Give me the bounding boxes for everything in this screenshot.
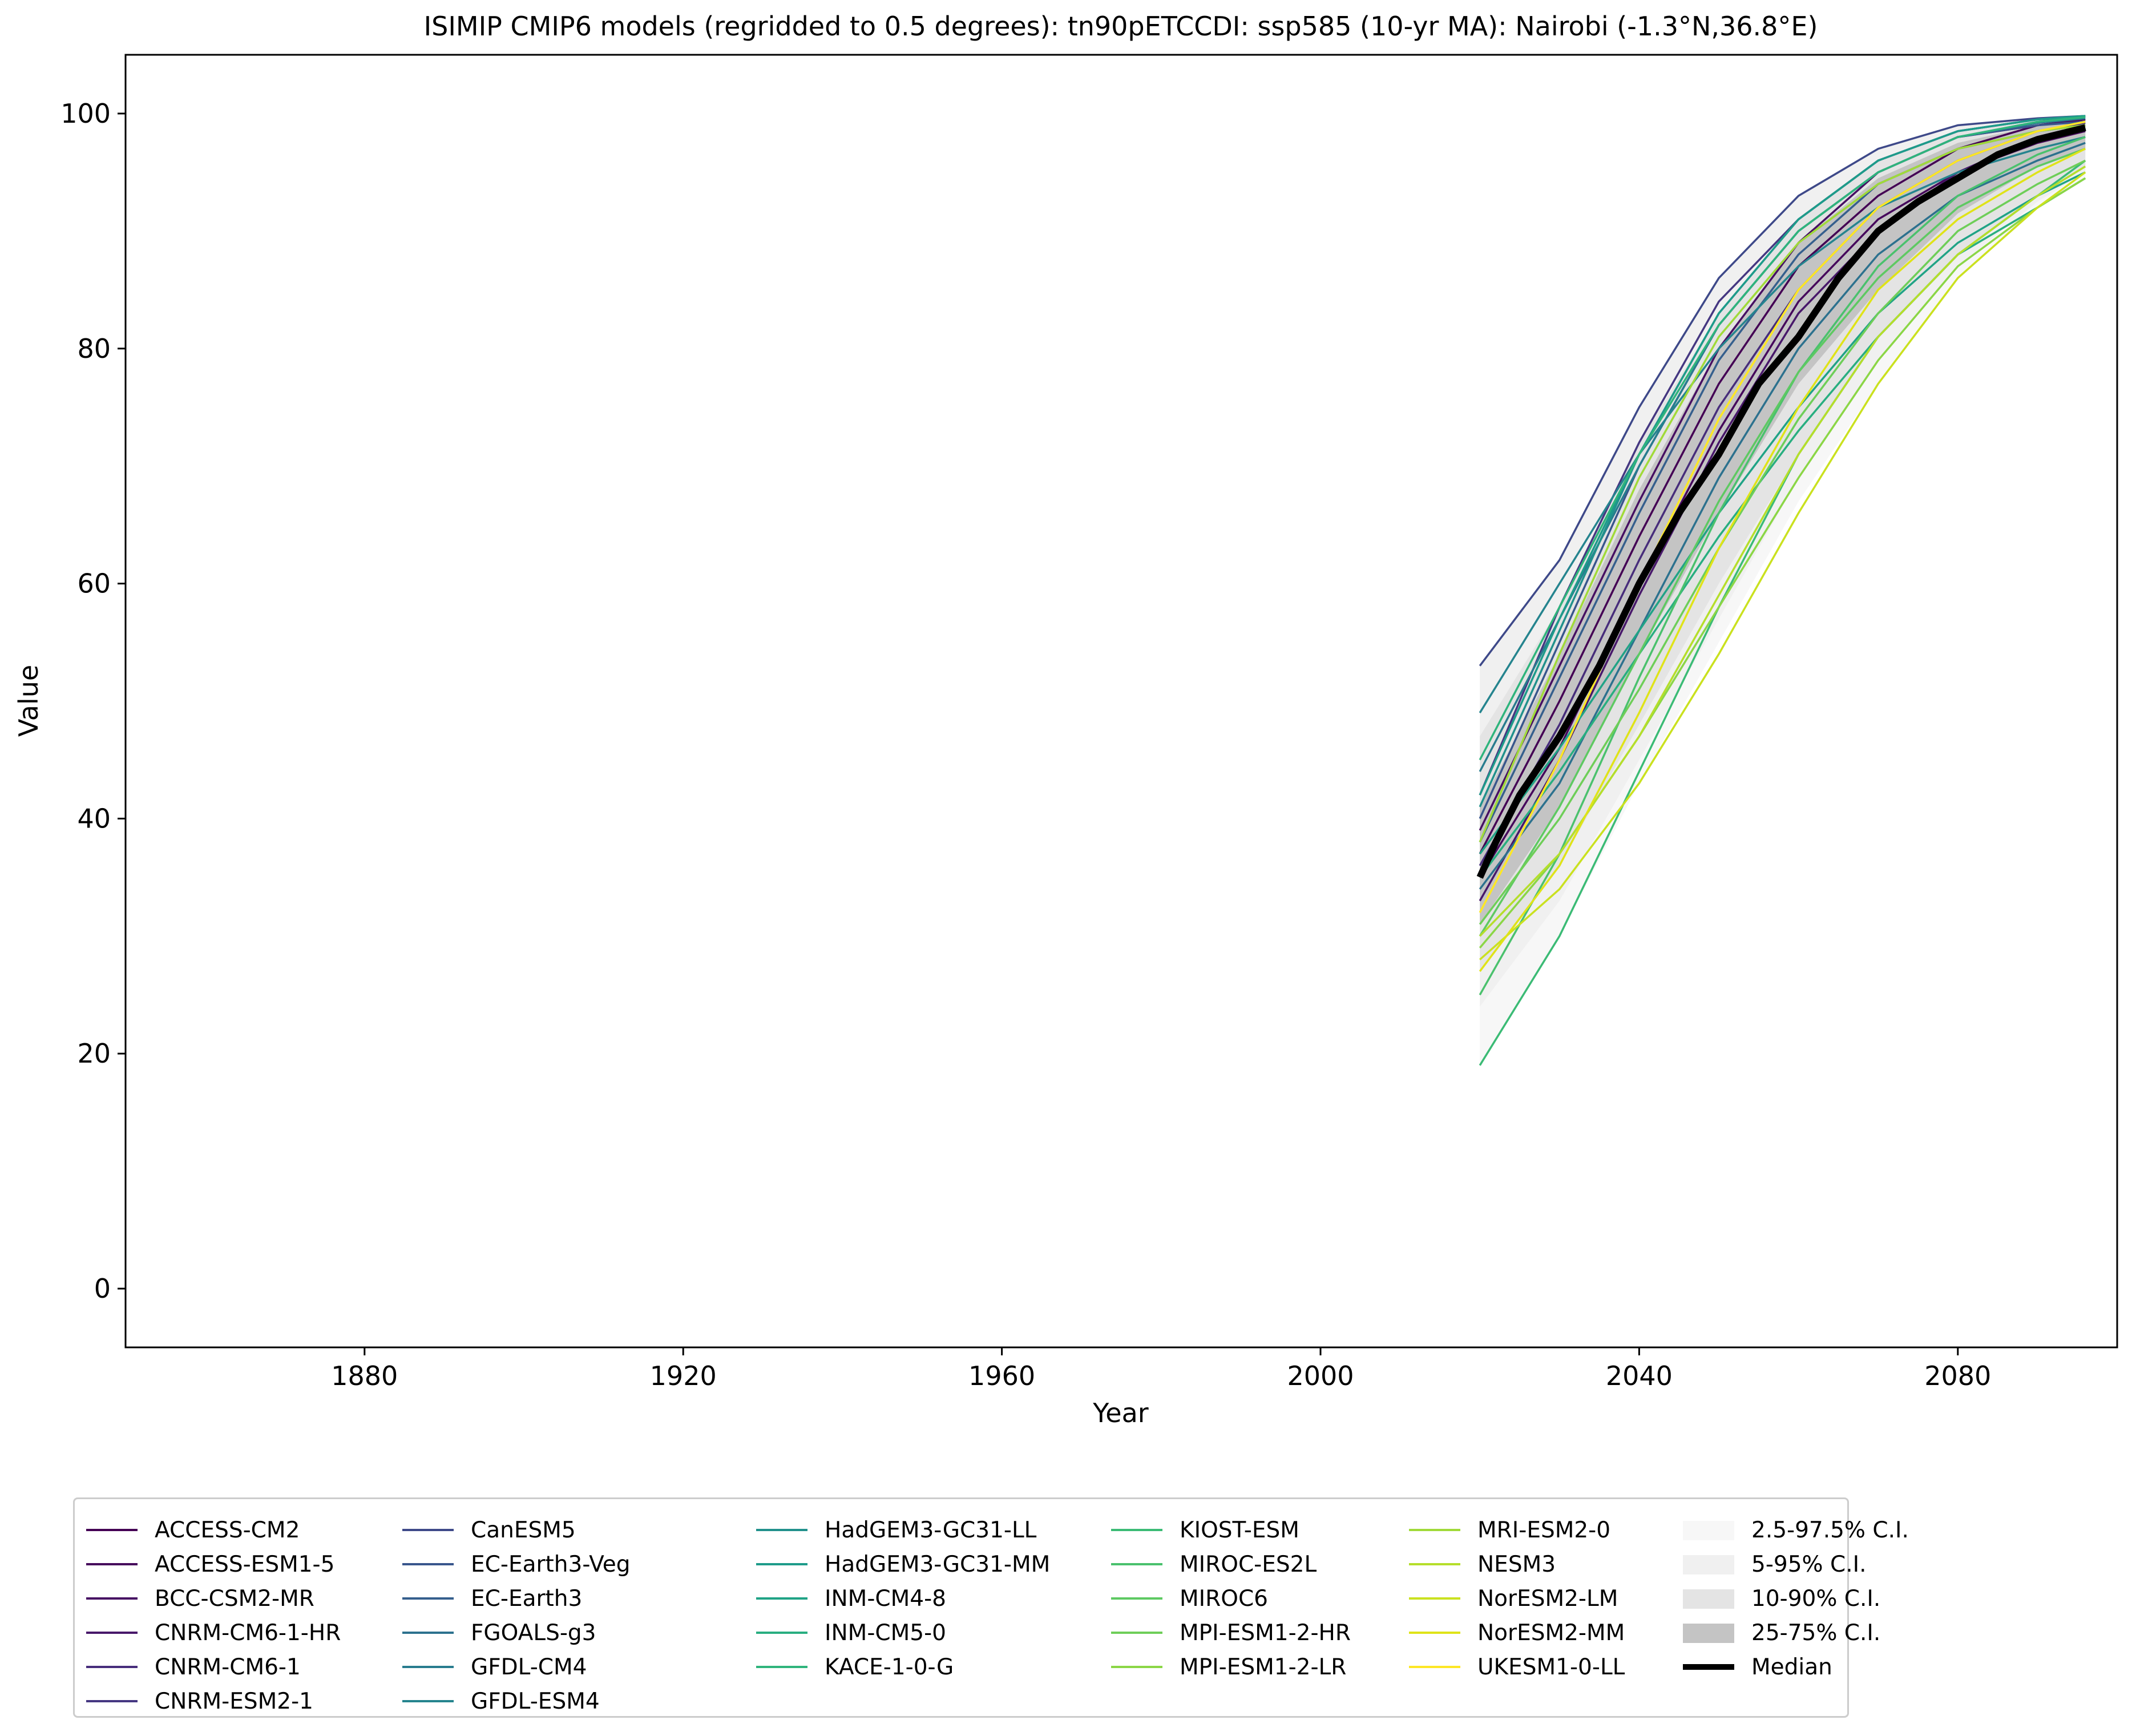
legend-label: UKESM1-0-LL	[1477, 1654, 1625, 1680]
legend-label: GFDL-ESM4	[471, 1689, 600, 1714]
legend-swatch	[1683, 1555, 1734, 1574]
series-line-26	[1479, 120, 2086, 913]
legend-swatch	[1111, 1529, 1162, 1531]
legend-label: MIROC-ES2L	[1180, 1552, 1317, 1577]
legend-label: MIROC6	[1180, 1586, 1268, 1612]
legend-swatch	[1683, 1589, 1734, 1609]
legend-swatch	[1409, 1563, 1460, 1565]
series-line-15	[1479, 177, 2086, 878]
legend-swatch	[1409, 1666, 1460, 1668]
y-tick-label-0: 0	[94, 1273, 111, 1304]
legend-swatch	[86, 1700, 138, 1702]
legend-label: HadGEM3-GC31-MM	[825, 1552, 1051, 1577]
legend-label: NESM3	[1477, 1552, 1556, 1577]
legend-label: MPI-ESM1-2-HR	[1180, 1620, 1351, 1646]
legend-swatch	[86, 1563, 138, 1565]
median-series	[1476, 124, 2086, 879]
x-tick-label-1: 1920	[650, 1360, 717, 1391]
legend: ACCESS-CM2 ACCESS-ESM1-5 BCC-CSM2-MR CNRM-C…	[73, 1497, 1909, 1718]
series-line-19	[1479, 148, 2086, 937]
chart-title: ISIMIP CMIP6 models (regridded to 0.5 de…	[424, 11, 1818, 42]
legend-swatch	[402, 1666, 454, 1668]
legend-label: GFDL-CM4	[471, 1654, 587, 1680]
series-line-16	[1479, 116, 2086, 761]
legend-label: HadGEM3-GC31-LL	[825, 1517, 1037, 1543]
legend-label: 10-90% C.I.	[1751, 1586, 1881, 1612]
x-axis-label: Year	[1092, 1398, 1148, 1428]
y-axis-ticks: 0 20 40 60 80 100	[60, 98, 126, 1304]
y-tick-label-1: 20	[77, 1038, 111, 1069]
legend-label: MPI-ESM1-2-LR	[1180, 1654, 1347, 1680]
x-tick-label-4: 2040	[1606, 1360, 1673, 1391]
legend-label: KACE-1-0-G	[825, 1654, 954, 1680]
legend-label: MRI-ESM2-0	[1477, 1517, 1611, 1543]
legend-label: INM-CM4-8	[825, 1586, 946, 1612]
series-line-24	[1479, 171, 2086, 960]
x-tick-label-5: 2080	[1924, 1360, 1991, 1391]
legend-label: 25-75% C.I.	[1751, 1620, 1881, 1646]
legend-label: ACCESS-CM2	[155, 1517, 300, 1543]
legend-swatch	[1683, 1624, 1734, 1643]
y-tick-label-5: 100	[60, 98, 111, 129]
y-axis-label: Value	[13, 665, 44, 737]
series-line-11	[1479, 136, 2086, 714]
y-tick-label-2: 40	[77, 803, 111, 834]
median-line	[1476, 124, 2086, 879]
legend-swatch	[402, 1597, 454, 1600]
legend-label: CNRM-ESM2-1	[155, 1689, 313, 1714]
legend-label: NorESM2-LM	[1477, 1586, 1618, 1612]
x-tick-label-0: 1880	[331, 1360, 398, 1391]
legend-label: CanESM5	[471, 1517, 576, 1543]
legend-label: CNRM-CM6-1-HR	[155, 1620, 341, 1646]
series-line-13	[1479, 115, 2086, 796]
legend-label: CNRM-CM6-1	[155, 1654, 301, 1680]
legend-swatch	[1111, 1597, 1162, 1600]
x-tick-label-3: 2000	[1287, 1360, 1354, 1391]
series-line-20	[1479, 159, 2086, 925]
x-axis-ticks: 1880 1920 1960 2000 2040 2080	[331, 1347, 1991, 1391]
legend-label: INM-CM5-0	[825, 1620, 946, 1646]
legend-swatch	[1409, 1597, 1460, 1600]
legend-swatch	[1409, 1529, 1460, 1531]
legend-swatch	[402, 1700, 454, 1702]
legend-label: Median	[1751, 1654, 1832, 1680]
legend-label: NorESM2-MM	[1477, 1620, 1625, 1646]
legend-label: BCC-CSM2-MR	[155, 1586, 314, 1612]
legend-swatch	[1409, 1632, 1460, 1634]
legend-label: EC-Earth3	[471, 1586, 583, 1612]
legend-swatch	[86, 1597, 138, 1600]
y-tick-label-3: 60	[77, 568, 111, 599]
legend-swatch	[756, 1632, 807, 1634]
legend-swatch	[402, 1529, 454, 1531]
legend-label: ACCESS-ESM1-5	[155, 1552, 335, 1577]
legend-swatch	[1111, 1666, 1162, 1668]
legend-label: KIOST-ESM	[1180, 1517, 1299, 1543]
series-line-22	[1479, 124, 2086, 843]
x-tick-label-2: 1960	[968, 1360, 1035, 1391]
legend-swatch	[1111, 1563, 1162, 1565]
legend-swatch	[1683, 1521, 1734, 1540]
legend-swatch	[756, 1597, 807, 1600]
legend-swatch	[756, 1666, 807, 1668]
legend-label: 5-95% C.I.	[1751, 1552, 1867, 1577]
confidence-bands	[1480, 116, 2086, 1065]
y-tick-label-4: 80	[77, 333, 111, 364]
legend-swatch	[402, 1563, 454, 1565]
series-line-6	[1479, 115, 2086, 667]
legend-label: 2.5-97.5% C.I.	[1751, 1517, 1909, 1543]
legend-swatch	[1683, 1664, 1734, 1670]
legend-swatch	[86, 1632, 138, 1634]
legend-swatch	[756, 1529, 807, 1531]
plot-frame	[124, 54, 2118, 1349]
legend-label: EC-Earth3-Veg	[471, 1552, 631, 1577]
legend-label: FGOALS-g3	[471, 1620, 596, 1646]
legend-swatch	[1111, 1632, 1162, 1634]
series-line-25	[1479, 148, 2086, 972]
legend-swatch	[756, 1563, 807, 1565]
legend-swatch	[86, 1666, 138, 1668]
legend-swatch	[402, 1632, 454, 1634]
legend-swatch	[86, 1529, 138, 1531]
